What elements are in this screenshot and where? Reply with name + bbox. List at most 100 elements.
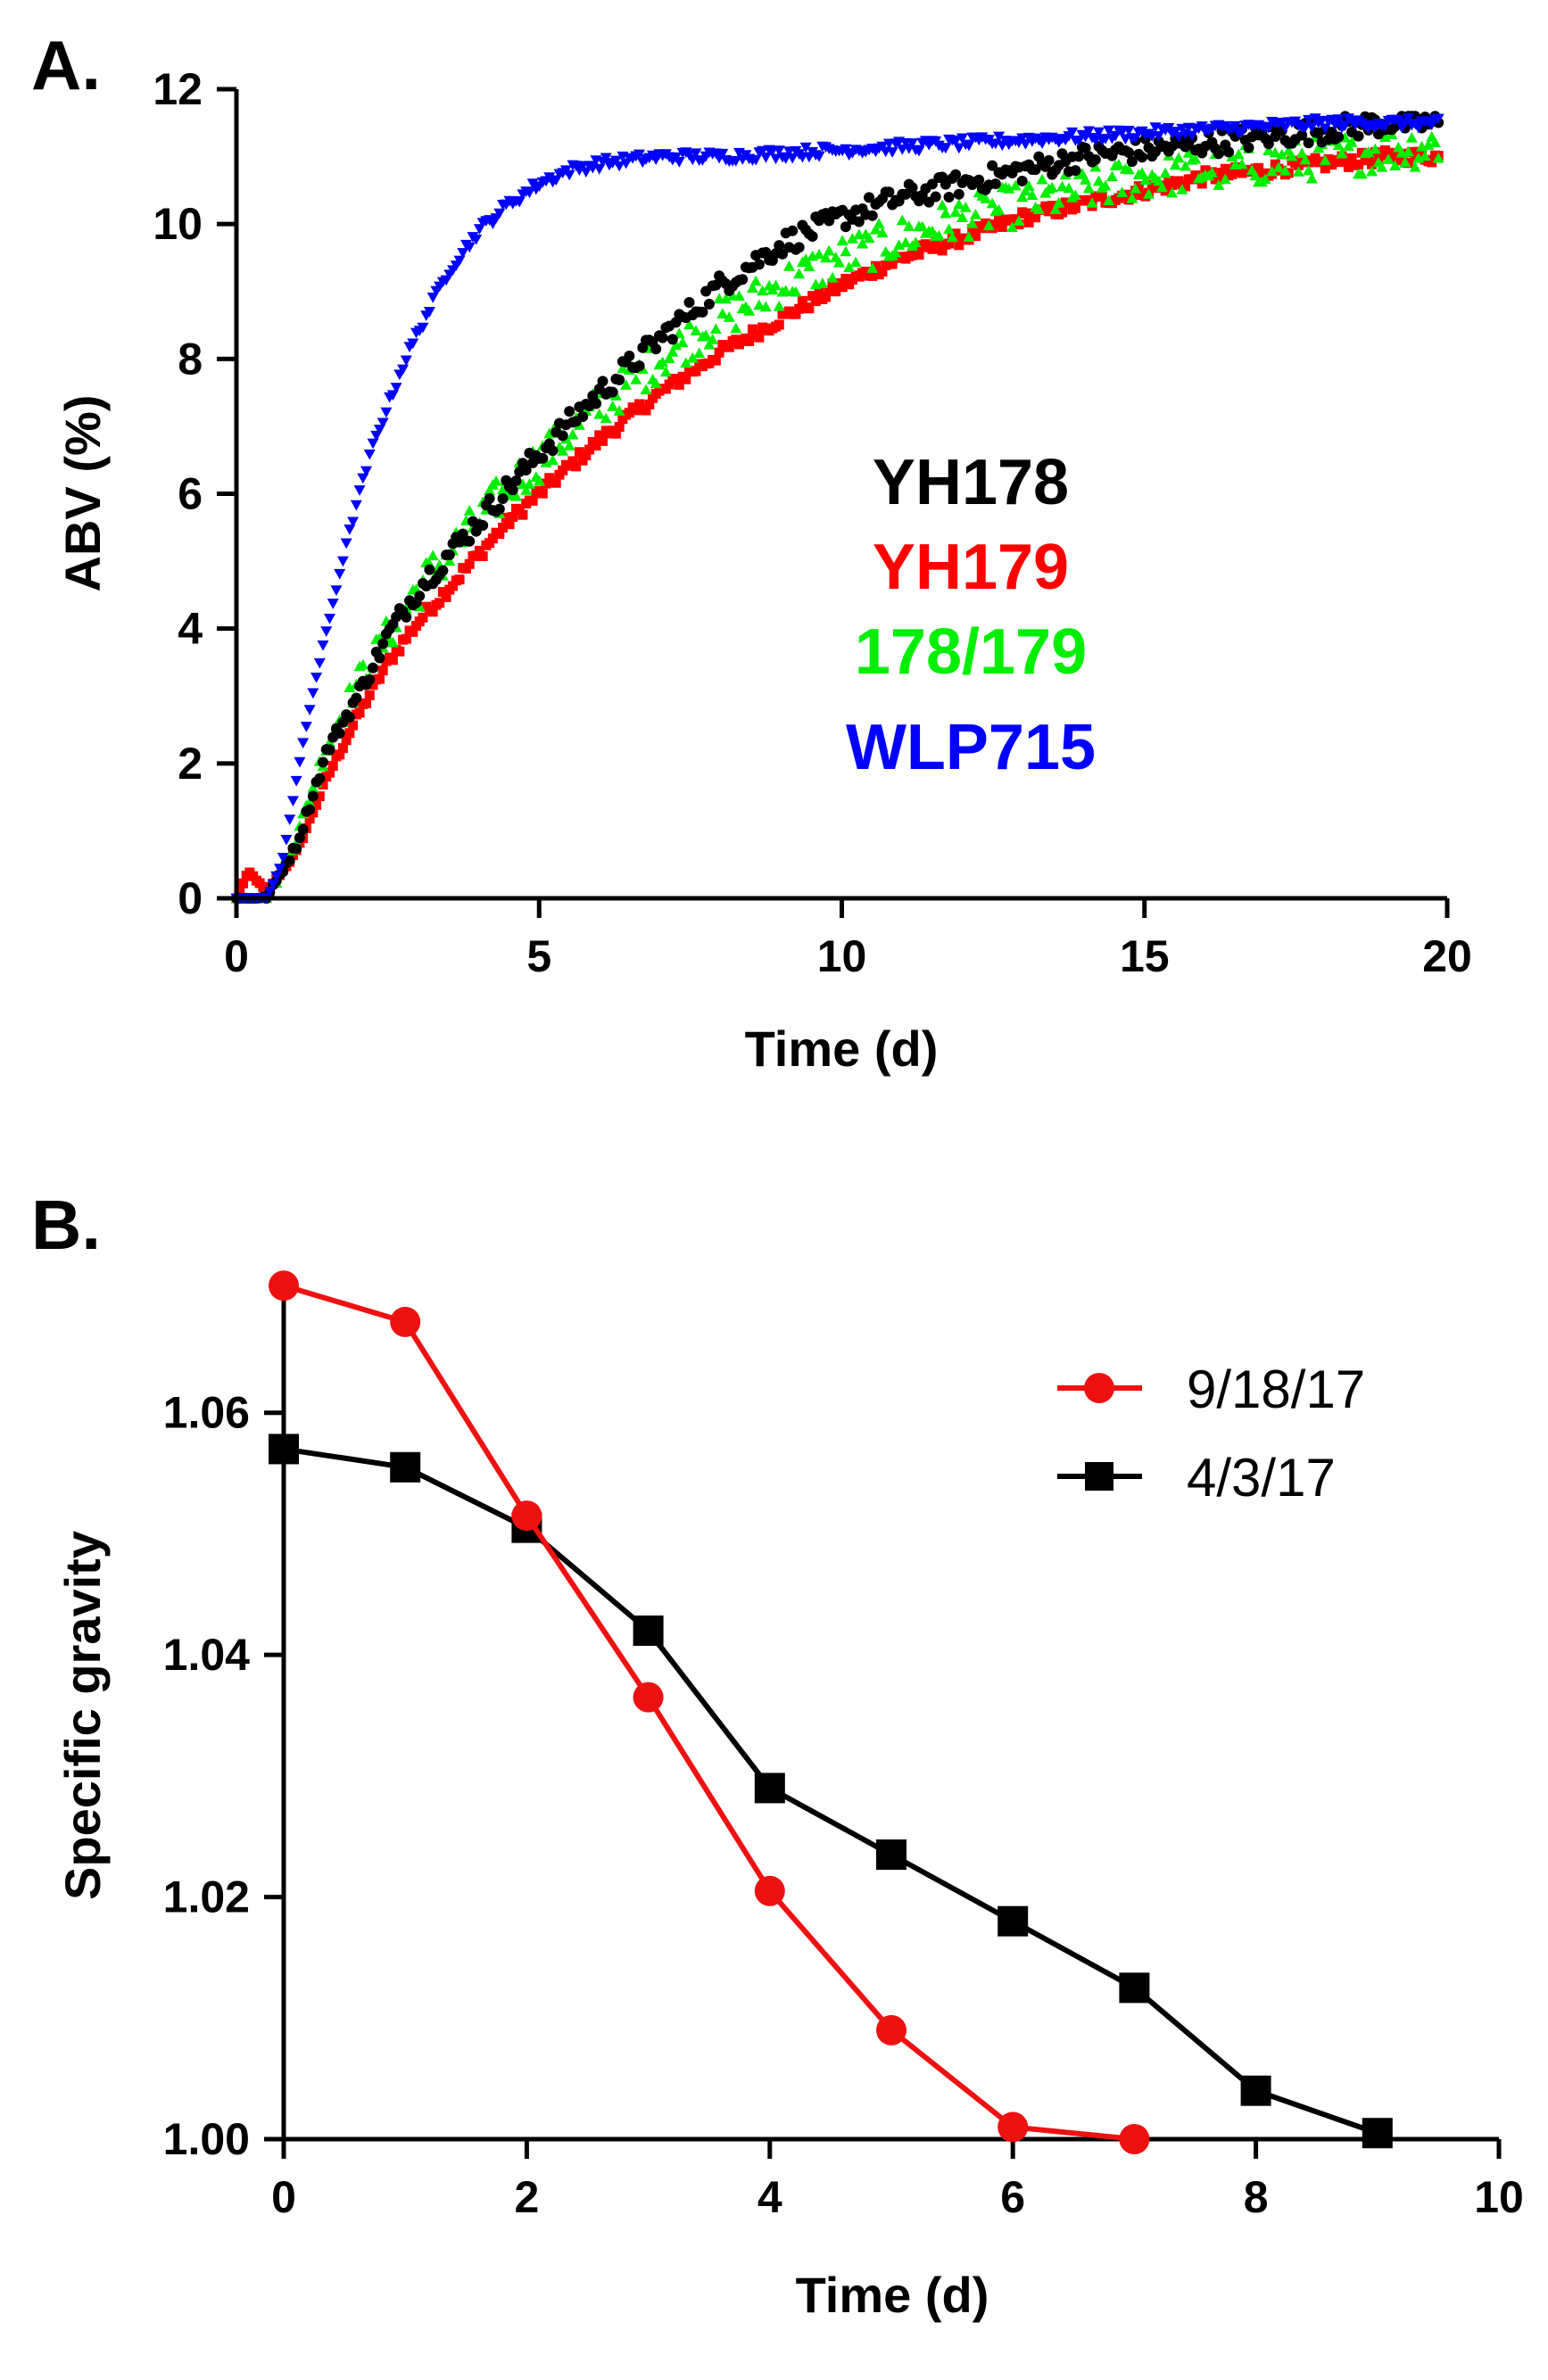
- panel-a-point: [354, 707, 365, 718]
- panel-a-point: [493, 503, 505, 515]
- panel-a-x-title: Time (d): [745, 1021, 939, 1077]
- panel-a-point: [374, 652, 385, 664]
- panel-a-point: [363, 449, 376, 460]
- panel-a-point: [443, 549, 455, 560]
- panel-a-point: [290, 775, 302, 787]
- panel-a-point: [1136, 167, 1148, 178]
- panel-a-point: [1196, 178, 1207, 189]
- panel-a-point: [1066, 127, 1079, 138]
- panel-a-point: [318, 756, 329, 768]
- panel-a-point: [744, 336, 755, 347]
- panel-a-point: [876, 227, 889, 238]
- panel-a-point: [1073, 151, 1085, 162]
- panel-a-point: [982, 219, 995, 231]
- panel-a-point: [773, 300, 785, 311]
- panel-a-point: [793, 268, 806, 279]
- panel-a-x-tick-label: 20: [1422, 931, 1472, 981]
- panel-a-point: [297, 823, 309, 835]
- panel-a-point: [730, 156, 742, 167]
- panel-a-point: [873, 218, 885, 229]
- panel-a-point: [563, 440, 575, 450]
- panel-a-point: [520, 465, 532, 476]
- panel-a-point: [827, 278, 838, 289]
- panel-a-point: [624, 351, 635, 362]
- panel-a-point: [303, 797, 316, 808]
- panel-b-label: B.: [31, 1186, 101, 1264]
- panel-b-x-tick-label: 8: [1244, 2172, 1269, 2222]
- panel-b-point: [633, 1616, 664, 1646]
- panel-b-point: [269, 1434, 299, 1465]
- panel-a-point: [310, 672, 323, 683]
- panel-a-point: [390, 383, 402, 393]
- panel-a-point: [401, 611, 412, 623]
- panel-a-point: [523, 187, 535, 199]
- panel-a-point: [493, 208, 506, 219]
- panel-a-point: [954, 240, 964, 251]
- panel-a-point: [344, 728, 355, 739]
- panel-a-point: [807, 231, 818, 243]
- panel-a-point: [774, 240, 785, 252]
- panel-a-point: [1180, 160, 1192, 171]
- panel-a-point: [334, 727, 345, 739]
- panel-b-x-tick-label: 6: [1000, 2172, 1025, 2222]
- panel-a-point: [537, 452, 549, 464]
- panel-a-point: [510, 475, 522, 486]
- panel-a-point: [890, 246, 902, 258]
- panel-a-point: [773, 145, 785, 156]
- panel-a-point: [593, 163, 606, 175]
- panel-a-point: [690, 148, 702, 160]
- panel-a-point: [641, 405, 651, 416]
- panel-a-point: [274, 864, 286, 874]
- panel-a-point: [953, 143, 965, 154]
- panel-a-point: [607, 386, 618, 398]
- panel-a-point: [577, 411, 589, 423]
- panel-a-point: [617, 362, 629, 374]
- panel-a-point: [374, 674, 385, 684]
- panel-a-point: [464, 535, 476, 547]
- panel-a-point: [1186, 130, 1198, 142]
- panel-a-point: [1403, 145, 1415, 157]
- panel-a-point: [757, 285, 769, 296]
- panel-a-point: [899, 236, 912, 248]
- panel-a-point: [609, 155, 622, 167]
- panel-a-point: [959, 202, 972, 212]
- panel-a-point: [691, 366, 701, 376]
- panel-a-point: [989, 178, 1001, 190]
- panel-a-point: [657, 356, 669, 368]
- panel-a-point: [1332, 114, 1345, 125]
- panel-a-point: [1343, 161, 1353, 172]
- panel-a-point: [693, 347, 706, 359]
- panel-a-point: [364, 690, 375, 700]
- legend-wlp715: WLP715: [846, 712, 1096, 783]
- panel-b-point: [511, 1500, 542, 1532]
- panel-a-point: [311, 799, 322, 810]
- panel-a-point: [464, 558, 475, 569]
- panel-a-point: [816, 277, 829, 288]
- panel-a-point: [716, 308, 729, 318]
- panel-b-series-0: [269, 1270, 1150, 2154]
- panel-a-point: [950, 169, 962, 180]
- legend-b-4-3-17: 4/3/17: [1187, 1448, 1336, 1508]
- panel-a-point: [749, 154, 762, 166]
- panel-a-point: [1159, 167, 1171, 178]
- panel-a-point: [813, 151, 825, 162]
- panel-a-point: [674, 379, 684, 390]
- panel-a-point: [534, 475, 546, 486]
- panel-a-point: [304, 804, 316, 815]
- panel-a-point: [866, 262, 879, 273]
- panel-a-point: [313, 657, 326, 669]
- panel-a-point: [386, 636, 399, 648]
- panel-a-point: [753, 259, 765, 270]
- panel-a-point: [671, 375, 682, 385]
- panel-a-point: [733, 290, 745, 302]
- panel-a-point: [944, 238, 955, 249]
- panel-a-point: [1272, 161, 1285, 173]
- panel-b-y-tick-label: 1.04: [163, 1630, 251, 1680]
- panel-a-point: [820, 252, 832, 263]
- panel-b-y-tick-label: 1.06: [163, 1388, 250, 1438]
- panel-a-point: [1333, 157, 1344, 168]
- panel-a-point: [267, 880, 279, 890]
- panel-a-point: [931, 236, 941, 247]
- panel-a-point: [1427, 157, 1437, 168]
